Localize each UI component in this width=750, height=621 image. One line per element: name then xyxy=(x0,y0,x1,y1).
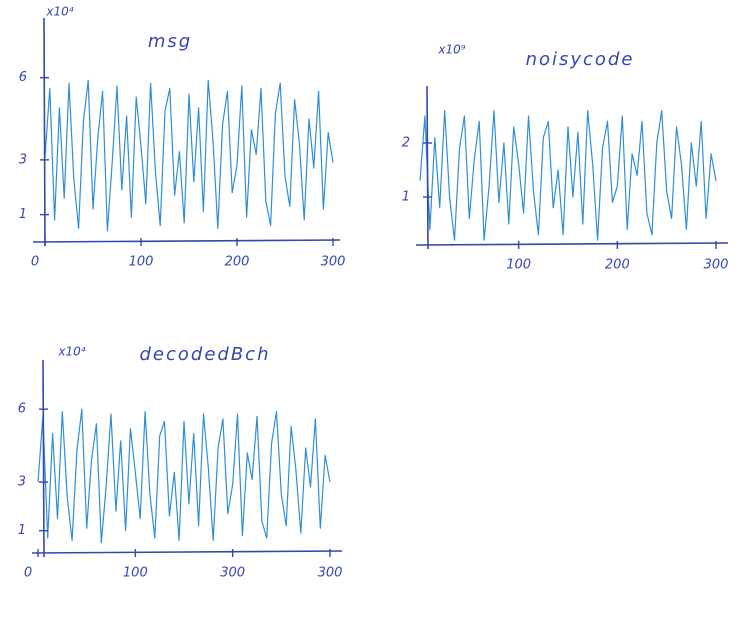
x-tick-label: 100 xyxy=(123,566,148,581)
x-axis xyxy=(31,550,343,554)
x-tick-label: 300 xyxy=(704,258,729,273)
y-tick-label: 3 xyxy=(18,475,26,490)
chart-title: decodedBch xyxy=(140,344,271,365)
y-tick-label: 6 xyxy=(18,402,26,417)
x-axis xyxy=(415,242,729,246)
x-tick-label: 300 xyxy=(220,566,245,581)
x-tick-label: 200 xyxy=(605,258,630,273)
y-axis xyxy=(426,85,429,250)
y-axis xyxy=(42,359,45,558)
signal-line xyxy=(37,408,331,544)
x-tick-label: 200 xyxy=(225,255,250,270)
axis-multiplier: x10⁴ xyxy=(57,345,85,359)
axis-multiplier: x10⁴ xyxy=(45,5,73,19)
signal-line xyxy=(419,110,717,241)
y-axis xyxy=(43,17,46,247)
x-tick-label: 300 xyxy=(321,255,346,270)
signal-line xyxy=(44,79,334,232)
y-tick-label: 1 xyxy=(19,207,27,222)
x-tick-label: 0 xyxy=(24,566,32,581)
x-tick-label: 100 xyxy=(129,255,154,270)
chart-title: msg xyxy=(148,31,192,52)
x-tick-label: 100 xyxy=(506,258,531,273)
y-tick-label: 3 xyxy=(19,152,27,167)
x-axis xyxy=(32,239,341,243)
x-tick-label: 0 xyxy=(31,255,39,270)
y-tick-label: 2 xyxy=(402,136,410,151)
y-tick-label: 6 xyxy=(19,70,27,85)
x-tick-label: 300 xyxy=(318,566,343,581)
y-tick-label: 1 xyxy=(18,523,26,538)
chart-title: noisycode xyxy=(526,49,635,70)
axis-multiplier: x10⁹ xyxy=(437,43,465,57)
y-tick-label: 1 xyxy=(402,190,410,205)
